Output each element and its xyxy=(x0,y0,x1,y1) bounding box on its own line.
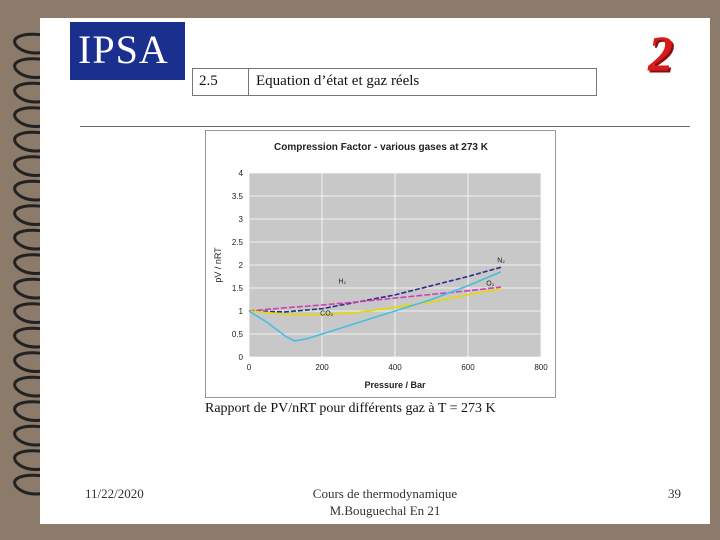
y-tick-label: 3 xyxy=(239,215,244,224)
figure-caption: Rapport de PV/nRT pour différents gaz à … xyxy=(205,401,496,416)
y-tick-label: 3.5 xyxy=(232,192,244,201)
section-number: 2.5 xyxy=(199,73,218,89)
series-label: O₂ xyxy=(486,281,494,288)
y-tick-label: 0 xyxy=(239,353,244,362)
y-tick-labels: 0 0.5 1 1.5 2 2.5 3 3.5 4 xyxy=(232,169,244,362)
section-header: 2.5 Equation d’état et gaz réels xyxy=(192,68,597,96)
series-line-n2 xyxy=(248,266,502,313)
compression-factor-chart: Compression Factor - various gases at 27… xyxy=(213,142,548,390)
y-tick-label: 2.5 xyxy=(232,238,244,247)
y-tick-label: 1.5 xyxy=(232,284,244,293)
section-title: Equation d’état et gaz réels xyxy=(256,73,420,89)
series-label: H₂ xyxy=(338,278,346,285)
series-lines xyxy=(248,266,502,342)
x-tick-label: 600 xyxy=(461,363,475,372)
chart-frame: Compression Factor - various gases at 27… xyxy=(205,130,556,398)
y-tick-label: 1 xyxy=(239,307,244,316)
series-label: N₂ xyxy=(497,258,505,265)
y-tick-label: 2 xyxy=(239,261,244,270)
footer-author: M.Bouguechal En 21 xyxy=(329,503,441,518)
header-rule xyxy=(80,126,690,127)
y-tick-label: 4 xyxy=(239,169,244,178)
slide-number: 39 xyxy=(668,486,681,501)
footer-course-title: Cours de thermodynamique xyxy=(312,486,458,501)
series-line-h2 xyxy=(248,286,501,312)
ipsa-logo: IPSA xyxy=(70,22,185,80)
footer-course: Cours de thermodynamique M.Bouguechal En… xyxy=(285,485,485,519)
x-tick-label: 0 xyxy=(247,363,252,372)
series-labels: N₂ H₂ O₂ CO₂ xyxy=(320,258,505,318)
logo-text: IPSA xyxy=(78,27,169,72)
footer-date: 11/22/2020 xyxy=(85,486,144,501)
y-axis-label: pV / nRT xyxy=(213,247,223,283)
section-divider xyxy=(248,69,249,95)
x-tick-label: 800 xyxy=(534,363,548,372)
y-tick-label: 0.5 xyxy=(232,330,244,339)
series-label: CO₂ xyxy=(320,311,334,318)
x-tick-label: 400 xyxy=(388,363,402,372)
series-line-o2 xyxy=(248,288,502,316)
page-mark: 2 xyxy=(648,25,673,81)
chart-title: Compression Factor - various gases at 27… xyxy=(274,142,489,153)
x-tick-labels: 0 200 400 600 800 xyxy=(247,363,548,372)
series-line-co2 xyxy=(248,271,502,342)
x-axis-label: Pressure / Bar xyxy=(364,380,426,390)
x-tick-label: 200 xyxy=(315,363,329,372)
